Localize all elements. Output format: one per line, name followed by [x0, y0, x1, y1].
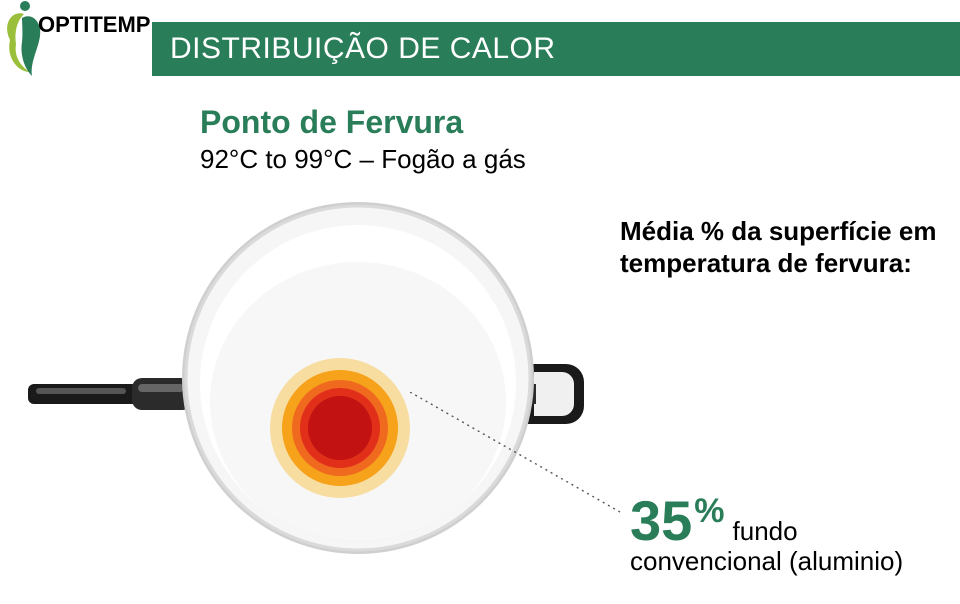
- stat-label: Média % da superfície em temperatura de …: [620, 216, 940, 279]
- header: DISTRIBUIÇÃO DE CALOR: [0, 22, 960, 76]
- boiling-title: Ponto de Fervura: [200, 104, 463, 141]
- stat-word-2: convencional (aluminio): [630, 546, 903, 577]
- header-bar: DISTRIBUIÇÃO DE CALOR: [152, 22, 960, 76]
- slide: OPTITEMP DISTRIBUIÇÃO DE CALOR Ponto de …: [0, 0, 960, 604]
- stat-percent: %: [694, 492, 724, 531]
- stat-value: 35 % fundo: [630, 488, 798, 553]
- header-title: DISTRIBUIÇÃO DE CALOR: [170, 32, 556, 66]
- heat-spot: [270, 358, 410, 498]
- pan-handle-left: [28, 378, 192, 410]
- stat-number: 35: [630, 488, 692, 553]
- boiling-subtitle: 92°C to 99°C – Fogão a gás: [200, 144, 526, 175]
- pan-illustration: [28, 188, 588, 558]
- stat-word-1: fundo: [733, 516, 798, 547]
